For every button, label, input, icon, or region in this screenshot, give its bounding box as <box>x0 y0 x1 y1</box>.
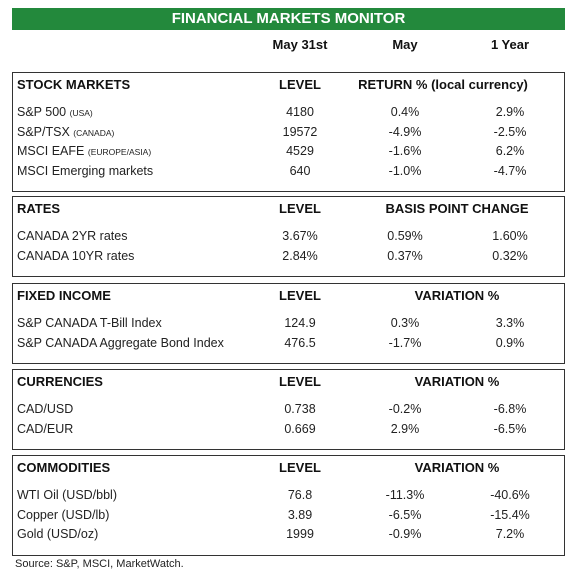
row-name: MSCI EAFE <box>17 144 85 158</box>
cell-level: 0.738 <box>284 402 316 416</box>
cell-level: 4529 <box>286 144 314 158</box>
cell-c2: -6.5% <box>493 421 527 436</box>
row-name: S&P CANADA Aggregate Bond Index <box>17 335 224 350</box>
cell-c1: 0.3% <box>390 316 420 330</box>
row-name: Gold (USD/oz) <box>17 527 99 541</box>
row-name: CAD/USD <box>17 402 74 416</box>
row-note: (USA) <box>69 108 93 118</box>
row-note: (CANADA) <box>73 127 115 138</box>
row-label: S&P CANADA Aggregate Bond Index <box>17 335 224 351</box>
cell-c2: -4.7% <box>493 163 527 178</box>
level-header: LEVEL <box>279 201 321 216</box>
row-name: MSCI Emerging markets <box>17 163 154 178</box>
cell-c1: -6.5% <box>388 507 422 522</box>
row-label: CANADA 10YR rates <box>17 248 134 264</box>
row-name: S&P/TSX <box>17 124 70 139</box>
section-box <box>12 196 565 277</box>
row-label: CAD/USD <box>17 401 73 417</box>
row-name: S&P 500 <box>17 105 67 119</box>
change-header: VARIATION % <box>414 374 500 389</box>
row-name: CANADA 2YR rates <box>17 229 128 243</box>
cell-level: 76.8 <box>287 488 313 502</box>
section-box <box>12 369 565 450</box>
section-title: COMMODITIES <box>17 460 111 475</box>
cell-level: 476.5 <box>284 335 316 350</box>
cell-level: 1999 <box>286 527 314 541</box>
cell-c1: -0.9% <box>388 527 422 541</box>
section-title: CURRENCIES <box>17 374 103 389</box>
change-header: RETURN % (local currency) <box>358 77 528 92</box>
row-note: (EUROPE/ASIA) <box>87 147 152 157</box>
cell-level: 2.84% <box>282 248 318 263</box>
cell-level: 640 <box>289 163 311 178</box>
cell-c2: 6.2% <box>495 144 525 158</box>
row-label: S&P/TSX (CANADA) <box>17 124 114 141</box>
level-header: LEVEL <box>279 460 321 475</box>
cell-c1: -0.2% <box>388 402 422 416</box>
level-header: LEVEL <box>279 288 321 303</box>
source: Source: S&P, MSCI, MarketWatch. <box>15 558 184 570</box>
cell-c2: -6.8% <box>493 402 527 416</box>
row-label: S&P 500 (USA) <box>17 104 93 121</box>
section-box <box>12 283 565 364</box>
row-name: S&P CANADA T-Bill Index <box>17 316 162 330</box>
row-name: Copper (USD/lb) <box>17 507 110 522</box>
row-label: Copper (USD/lb) <box>17 507 109 523</box>
title-bar: FINANCIAL MARKETS MONITOR <box>12 8 565 30</box>
cell-c1: -1.0% <box>388 163 422 178</box>
row-label: S&P CANADA T-Bill Index <box>17 315 162 331</box>
section-title: RATES <box>17 201 61 216</box>
row-label: MSCI Emerging markets <box>17 163 153 179</box>
column-header: May 31st <box>272 37 328 52</box>
cell-c2: 7.2% <box>495 527 525 541</box>
cell-level: 19572 <box>282 124 318 139</box>
cell-c2: 0.9% <box>495 335 525 350</box>
change-header: BASIS POINT CHANGE <box>385 201 529 216</box>
cell-c2: -15.4% <box>490 507 530 522</box>
section-title: FIXED INCOME <box>17 288 111 303</box>
cell-c1: -1.6% <box>388 144 422 158</box>
cell-c2: 3.3% <box>495 316 525 330</box>
column-header: May <box>392 37 418 52</box>
cell-level: 4180 <box>286 105 314 119</box>
cell-c2: 0.32% <box>492 248 528 263</box>
row-label: CAD/EUR <box>17 421 73 437</box>
row-label: Gold (USD/oz) <box>17 526 98 542</box>
section-box <box>12 72 565 192</box>
section-title: STOCK MARKETS <box>17 77 131 92</box>
row-name: CANADA 10YR rates <box>17 248 135 263</box>
cell-level: 0.669 <box>284 421 316 436</box>
change-header: VARIATION % <box>414 460 500 475</box>
column-header: 1 Year <box>490 37 530 52</box>
cell-c2: -2.5% <box>493 124 527 139</box>
cell-c1: -1.7% <box>388 335 422 350</box>
cell-level: 124.9 <box>284 316 316 330</box>
row-label: MSCI EAFE (EUROPE/ASIA) <box>17 143 151 160</box>
cell-level: 3.89 <box>287 507 313 522</box>
change-header: VARIATION % <box>414 288 500 303</box>
level-header: LEVEL <box>279 374 321 389</box>
row-name: CAD/EUR <box>17 421 74 436</box>
cell-c1: -11.3% <box>385 488 425 502</box>
level-header: LEVEL <box>279 77 321 92</box>
cell-c1: 0.4% <box>390 105 420 119</box>
cell-c1: 0.37% <box>387 248 423 263</box>
cell-level: 3.67% <box>282 229 318 243</box>
cell-c2: 1.60% <box>492 229 528 243</box>
cell-c2: 2.9% <box>495 105 525 119</box>
cell-c1: 0.59% <box>387 229 423 243</box>
row-name: WTI Oil (USD/bbl) <box>17 488 117 502</box>
cell-c1: -4.9% <box>388 124 422 139</box>
row-label: WTI Oil (USD/bbl) <box>17 487 117 503</box>
row-label: CANADA 2YR rates <box>17 228 127 244</box>
cell-c1: 2.9% <box>390 421 420 436</box>
cell-c2: -40.6% <box>490 488 530 502</box>
section-box <box>12 455 565 556</box>
